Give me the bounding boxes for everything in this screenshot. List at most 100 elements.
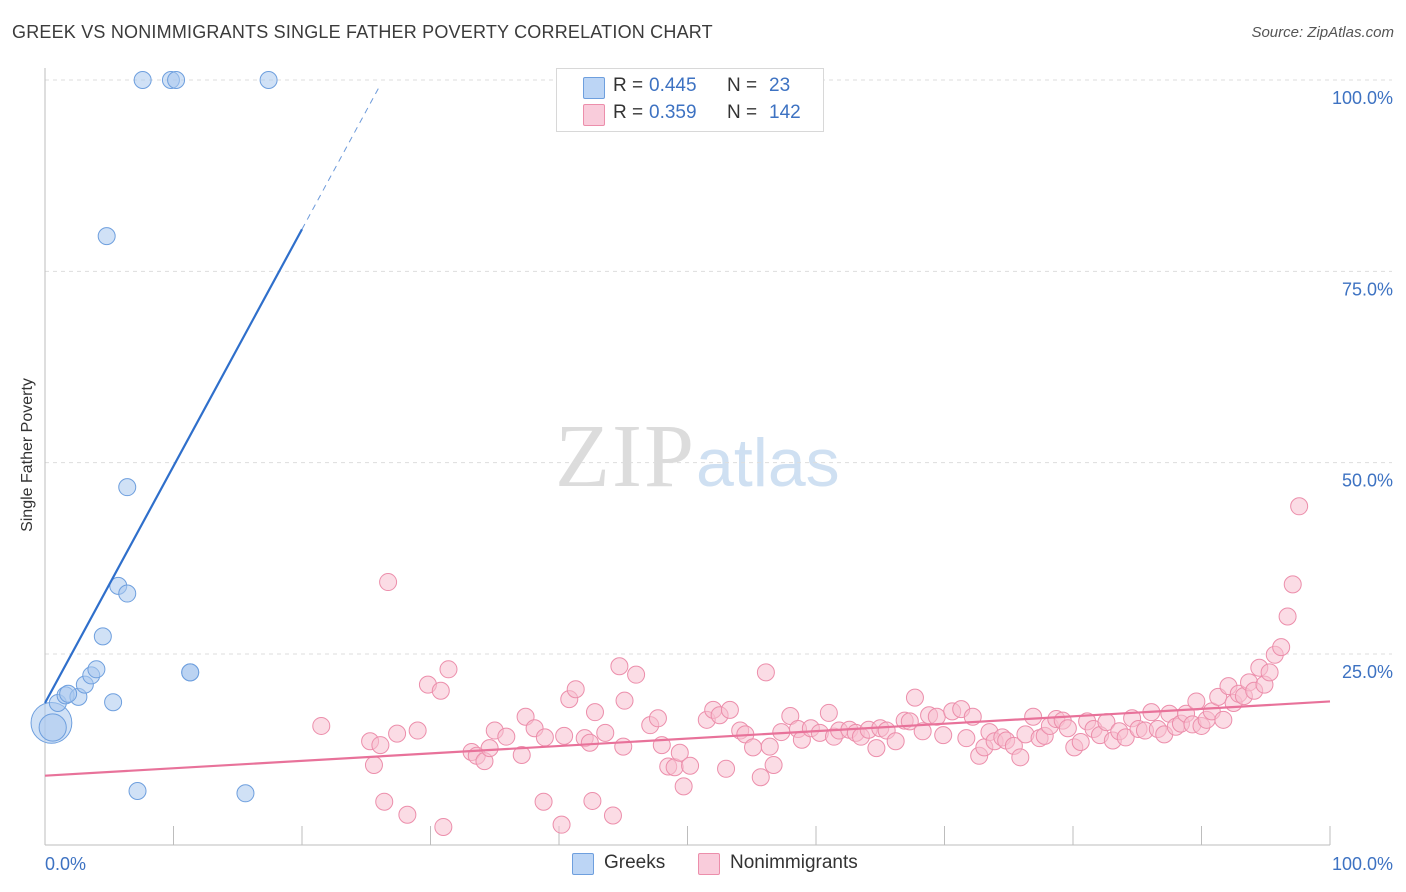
nonimmigrants-point (512, 746, 531, 765)
nonimmigrants-point (1116, 728, 1135, 747)
nonimmigrants-point (364, 755, 383, 774)
nonimmigrants-point (819, 703, 838, 722)
y-tick-label: 25.0% (1342, 662, 1393, 682)
trend-lines (44, 86, 1331, 777)
nonimmigrants-point (934, 726, 953, 745)
greeks-swatch (572, 853, 594, 875)
grid-lines (45, 79, 1392, 655)
nonimmigrants-point (312, 716, 331, 735)
nonimmigrants-point (681, 756, 700, 775)
y-tick-label: 50.0% (1342, 471, 1393, 491)
greeks-point (87, 660, 106, 679)
nonimmigrants-point (388, 724, 407, 743)
greeks-point (128, 781, 147, 800)
nonimmigrants-point (1290, 497, 1309, 516)
nonimmigrants-point (720, 700, 739, 719)
nonimmigrants-swatch (583, 104, 605, 126)
nonimmigrants-point (431, 681, 450, 700)
nonimmigrants-point (1187, 692, 1206, 711)
nonimmigrants-point (867, 739, 886, 758)
nonimmigrants-point (1283, 575, 1302, 594)
nonimmigrants-point (371, 736, 390, 755)
nonimmigrants-point (585, 703, 604, 722)
legend-r-value: 0.445 (649, 75, 697, 96)
legend-r-label: R = (613, 75, 644, 96)
nonimmigrants-point (398, 805, 417, 824)
nonimmigrants-point (1024, 707, 1043, 726)
nonimmigrants-point (566, 680, 585, 699)
greeks-point (167, 71, 186, 89)
nonimmigrants-point (375, 792, 394, 811)
nonimmigrants-point (596, 723, 615, 742)
greeks-point (181, 663, 200, 682)
x-tick-label: 0.0% (45, 854, 86, 874)
nonimmigrants-point (534, 792, 553, 811)
nonimmigrants-point (583, 791, 602, 810)
chart-title: GREEK VS NONIMMIGRANTS SINGLE FATHER POV… (12, 22, 713, 42)
greeks-point (133, 71, 152, 89)
nonimmigrants-point (480, 739, 499, 758)
nonimmigrants-point (1058, 719, 1077, 738)
nonimmigrants-point (905, 688, 924, 707)
watermark-zip: ZIP (555, 407, 696, 506)
legend-n-label: N = (727, 102, 758, 123)
y-tick-label: 100.0% (1332, 88, 1393, 108)
nonimmigrants-points (312, 497, 1309, 836)
nonimmigrants-point (760, 737, 779, 756)
nonimmigrants-point (764, 755, 783, 774)
nonimmigrants-point (434, 817, 453, 836)
nonimmigrants-swatch (698, 853, 720, 875)
legend-r-value: 0.359 (649, 102, 697, 123)
tick-labels: 25.0% 50.0% 75.0% 100.0% 0.0% 100.0% (45, 88, 1393, 874)
nonimmigrants-point (957, 729, 976, 748)
greeks-point (59, 684, 78, 703)
nonimmigrants-point (1278, 607, 1297, 626)
nonimmigrants-point (913, 722, 932, 741)
greeks-point (104, 693, 123, 712)
nonimmigrants-trend-line (44, 700, 1331, 777)
greeks-swatch (583, 77, 605, 99)
nonimmigrants-point (1272, 638, 1291, 657)
nonimmigrants-point (648, 709, 667, 728)
greeks-trend-extension (301, 86, 380, 230)
stats-legend: R = 0.445 N = 23 R = 0.359 N = 142 (556, 68, 824, 132)
greeks-point (236, 784, 255, 803)
nonimmigrants-point (927, 707, 946, 726)
y-tick-label: 75.0% (1342, 279, 1393, 299)
nonimmigrants-point (615, 691, 634, 710)
nonimmigrants-point (614, 737, 633, 756)
legend-n-value: 142 (769, 102, 801, 123)
greeks-trend-line (44, 228, 303, 704)
nonimmigrants-point (1011, 748, 1030, 767)
chart-source: Source: ZipAtlas.com (1251, 24, 1394, 41)
nonimmigrants-point (497, 727, 516, 746)
nonimmigrants-point (1071, 733, 1090, 752)
nonimmigrants-point (379, 573, 398, 592)
legend-r-label: R = (613, 102, 644, 123)
nonimmigrants-point (555, 726, 574, 745)
nonimmigrants-point (610, 657, 629, 676)
nonimmigrants-point (886, 732, 905, 751)
greeks-point (259, 71, 278, 89)
nonimmigrants-point (670, 743, 689, 762)
greeks-point (118, 478, 137, 497)
legend-n-value: 23 (769, 75, 791, 96)
greeks-point (93, 627, 112, 646)
nonimmigrants-point (674, 777, 693, 796)
nonimmigrants-point (756, 663, 775, 682)
legend-label-nonimmigrants: Nonimmigrants (730, 852, 858, 873)
legend-n-label: N = (727, 75, 758, 96)
greeks-point (97, 227, 116, 246)
nonimmigrants-point (1214, 710, 1233, 729)
greeks-point (38, 713, 67, 742)
nonimmigrants-point (627, 665, 646, 684)
nonimmigrants-point (717, 759, 736, 778)
nonimmigrants-point (1260, 663, 1279, 682)
nonimmigrants-point (744, 738, 763, 757)
nonimmigrants-point (552, 815, 571, 834)
nonimmigrants-point (751, 768, 770, 787)
legend-label-greeks: Greeks (604, 852, 666, 873)
greeks-point (118, 584, 137, 603)
nonimmigrants-point (603, 806, 622, 825)
